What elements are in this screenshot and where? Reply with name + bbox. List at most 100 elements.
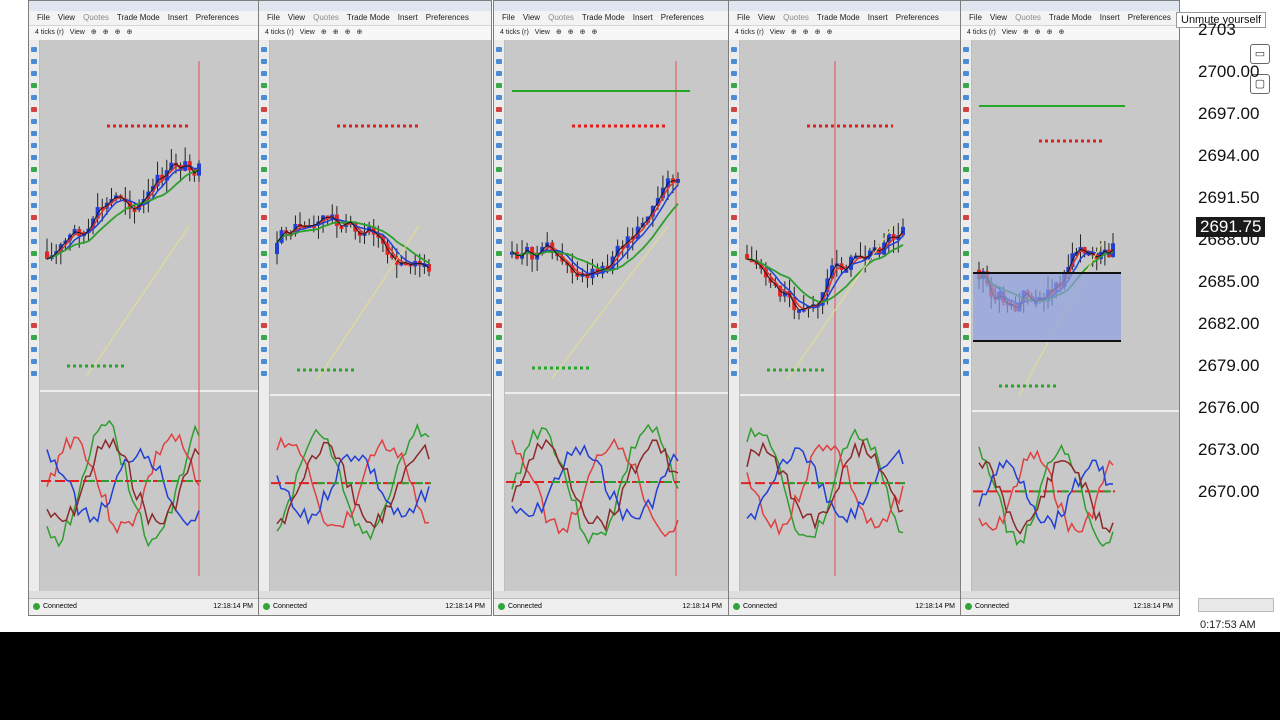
view-menu[interactable]: View — [69, 29, 85, 36]
menu-preferences[interactable]: Preferences — [425, 13, 469, 22]
drawing-tool-icon[interactable] — [261, 71, 267, 76]
drawing-tool-icon[interactable] — [261, 203, 267, 208]
chart-window-1[interactable]: File View Quotes Trade Mode Insert Preference… — [28, 0, 260, 616]
horizontal-scrollbar[interactable] — [961, 591, 1179, 599]
menu-view[interactable]: View — [989, 13, 1008, 22]
crosshair-icon[interactable]: ⊕ — [579, 29, 586, 36]
drawing-tool-icon[interactable] — [31, 287, 37, 292]
drawing-tool-icon[interactable] — [261, 263, 267, 268]
drawing-tool-icon[interactable] — [261, 107, 267, 112]
view-menu[interactable]: View — [534, 29, 550, 36]
zoom-in-icon[interactable]: ⊕ — [1022, 29, 1029, 36]
drawing-tool-icon[interactable] — [731, 275, 737, 280]
drawing-tool-icon[interactable] — [31, 203, 37, 208]
chart-window-4[interactable]: File View Quotes Trade Mode Insert Preference… — [728, 0, 962, 616]
drawing-tool-icon[interactable] — [496, 47, 502, 52]
crosshair-icon[interactable]: ⊕ — [344, 29, 351, 36]
drawing-tool-icon[interactable] — [496, 275, 502, 280]
zoom-in-icon[interactable]: ⊕ — [790, 29, 797, 36]
horizontal-scrollbar[interactable] — [29, 591, 259, 599]
drawing-tool-icon[interactable] — [731, 287, 737, 292]
drawing-tool-icon[interactable] — [731, 335, 737, 340]
drawing-tool-icon[interactable] — [261, 347, 267, 352]
drawing-tool-icon[interactable] — [963, 359, 969, 364]
crosshair-icon[interactable]: ⊕ — [1046, 29, 1053, 36]
zoom-in-icon[interactable]: ⊕ — [90, 29, 97, 36]
drawing-tool-icon[interactable] — [261, 95, 267, 100]
menu-trade-mode[interactable]: Trade Mode — [1048, 13, 1092, 22]
drawing-tool-icon[interactable] — [261, 215, 267, 220]
drawing-tool-icon[interactable] — [261, 47, 267, 52]
settings-icon[interactable]: ⊕ — [1058, 29, 1065, 36]
menu-quotes[interactable]: Quotes — [313, 13, 339, 22]
menu-preferences[interactable]: Preferences — [660, 13, 704, 22]
zoom-out-icon[interactable]: ⊕ — [1034, 29, 1041, 36]
menu-view[interactable]: View — [757, 13, 776, 22]
drawing-tool-icon[interactable] — [731, 227, 737, 232]
drawing-tool-icon[interactable] — [31, 191, 37, 196]
window-titlebar[interactable] — [729, 1, 961, 11]
drawing-tool-icon[interactable] — [31, 179, 37, 184]
drawing-tool-icon[interactable] — [496, 371, 502, 376]
horizontal-scrollbar[interactable] — [729, 591, 961, 599]
chart-canvas[interactable] — [961, 1, 1180, 601]
drawing-tool-icon[interactable] — [31, 323, 37, 328]
drawing-tool-icon[interactable] — [963, 239, 969, 244]
drawing-tool-icon[interactable] — [31, 95, 37, 100]
drawing-tool-icon[interactable] — [963, 299, 969, 304]
drawing-tool-icon[interactable] — [963, 371, 969, 376]
drawing-tool-icon[interactable] — [963, 191, 969, 196]
drawing-tool-icon[interactable] — [261, 371, 267, 376]
drawing-tool-icon[interactable] — [963, 251, 969, 256]
drawing-tool-icon[interactable] — [963, 227, 969, 232]
drawing-tool-icon[interactable] — [496, 347, 502, 352]
drawing-tool-icon[interactable] — [731, 251, 737, 256]
drawing-tool-icon[interactable] — [731, 167, 737, 172]
drawing-tool-icon[interactable] — [731, 71, 737, 76]
window-titlebar[interactable] — [29, 1, 259, 11]
menu-trade-mode[interactable]: Trade Mode — [581, 13, 625, 22]
chart-window-5[interactable]: File View Quotes Trade Mode Insert Preference… — [960, 0, 1180, 616]
drawing-tool-icon[interactable] — [963, 107, 969, 112]
drawing-tool-icon[interactable] — [731, 239, 737, 244]
drawing-tool-icon[interactable] — [731, 119, 737, 124]
interval-selector[interactable]: 4 ticks (r) — [967, 29, 996, 36]
interval-selector[interactable]: 4 ticks (r) — [735, 29, 764, 36]
menu-view[interactable]: View — [57, 13, 76, 22]
drawing-tool-icon[interactable] — [31, 167, 37, 172]
drawing-tool-icon[interactable] — [31, 143, 37, 148]
menu-insert[interactable]: Insert — [867, 13, 888, 22]
drawing-tool-icon[interactable] — [31, 47, 37, 52]
crosshair-icon[interactable]: ⊕ — [814, 29, 821, 36]
menu-insert[interactable]: Insert — [167, 13, 188, 22]
view-menu[interactable]: View — [299, 29, 315, 36]
drawing-tool-icon[interactable] — [496, 191, 502, 196]
menu-insert[interactable]: Insert — [1099, 13, 1120, 22]
drawing-tool-icon[interactable] — [963, 167, 969, 172]
drawing-tool-icon[interactable] — [31, 311, 37, 316]
drawing-tool-icon[interactable] — [731, 203, 737, 208]
drawing-tool-icon[interactable] — [731, 143, 737, 148]
drawing-tool-icon[interactable] — [731, 215, 737, 220]
drawing-tool-icon[interactable] — [261, 143, 267, 148]
drawing-tool-icon[interactable] — [261, 335, 267, 340]
drawing-tool-icon[interactable] — [963, 119, 969, 124]
menu-trade-mode[interactable]: Trade Mode — [816, 13, 860, 22]
drawing-tool-icon[interactable] — [963, 203, 969, 208]
drawing-tool-icon[interactable] — [496, 179, 502, 184]
drawing-tool-icon[interactable] — [496, 143, 502, 148]
window-icon[interactable]: ▢ — [1250, 74, 1270, 94]
menu-file[interactable]: File — [969, 13, 982, 22]
drawing-tool-icon[interactable] — [496, 263, 502, 268]
drawing-tool-icon[interactable] — [496, 311, 502, 316]
drawing-tool-icon[interactable] — [261, 83, 267, 88]
drawing-tool-icon[interactable] — [31, 215, 37, 220]
chart-window-2[interactable]: File View Quotes Trade Mode Insert Preference… — [258, 0, 492, 616]
drawing-tool-icon[interactable] — [731, 191, 737, 196]
drawing-tool-icon[interactable] — [731, 299, 737, 304]
drawing-tool-icon[interactable] — [963, 263, 969, 268]
drawing-tool-icon[interactable] — [496, 203, 502, 208]
drawing-tool-icon[interactable] — [963, 131, 969, 136]
chart-canvas[interactable] — [729, 1, 962, 601]
drawing-tool-icon[interactable] — [731, 179, 737, 184]
